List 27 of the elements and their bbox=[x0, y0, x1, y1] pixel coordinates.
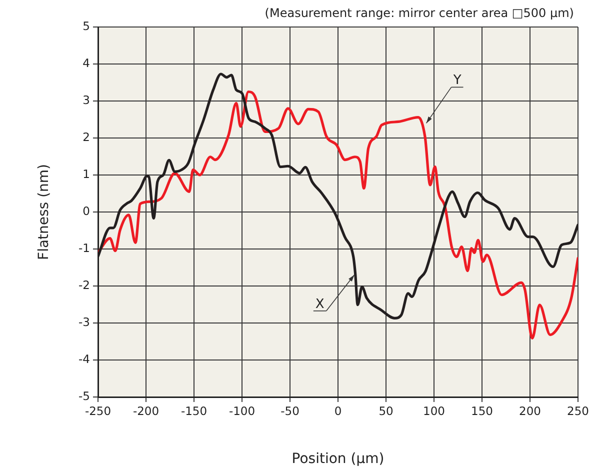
y-tick-label: 3 bbox=[82, 92, 90, 107]
x-tick-label: -150 bbox=[180, 404, 208, 418]
y-tick-label: -2 bbox=[78, 278, 90, 292]
x-tick-label: 250 bbox=[567, 404, 589, 418]
x-tick-label: -50 bbox=[280, 404, 300, 418]
y-tick-label: 5 bbox=[82, 18, 90, 33]
y-tick-label: 2 bbox=[82, 130, 90, 144]
x-tick-label: 100 bbox=[423, 404, 445, 418]
x-tick-label: 150 bbox=[471, 404, 493, 418]
y-tick-label: -5 bbox=[78, 388, 90, 403]
x-tick-label: -200 bbox=[132, 404, 160, 418]
y-axis-title: Flatness (nm) bbox=[36, 164, 52, 260]
y-tick-label: 4 bbox=[82, 56, 90, 70]
x-axis-title: Position (μm) bbox=[292, 451, 384, 468]
y-tick-label: -4 bbox=[78, 352, 90, 366]
y-tick-label: -1 bbox=[78, 240, 90, 255]
y-tick-label: -3 bbox=[78, 314, 90, 329]
chart-title: (Measurement range: mirror center area □500 μm) bbox=[264, 6, 574, 20]
x-tick-label: 200 bbox=[519, 404, 541, 418]
x-tick-label: 0 bbox=[334, 404, 342, 418]
y-tick-label: 0 bbox=[82, 204, 90, 218]
x-tick-label: 50 bbox=[378, 404, 394, 418]
annotation: X bbox=[315, 296, 324, 312]
x-tick-label: -100 bbox=[228, 404, 256, 418]
y-tick-label: 1 bbox=[82, 166, 90, 181]
x-tick-label: -250 bbox=[84, 404, 112, 418]
annotation: Y bbox=[452, 73, 462, 88]
